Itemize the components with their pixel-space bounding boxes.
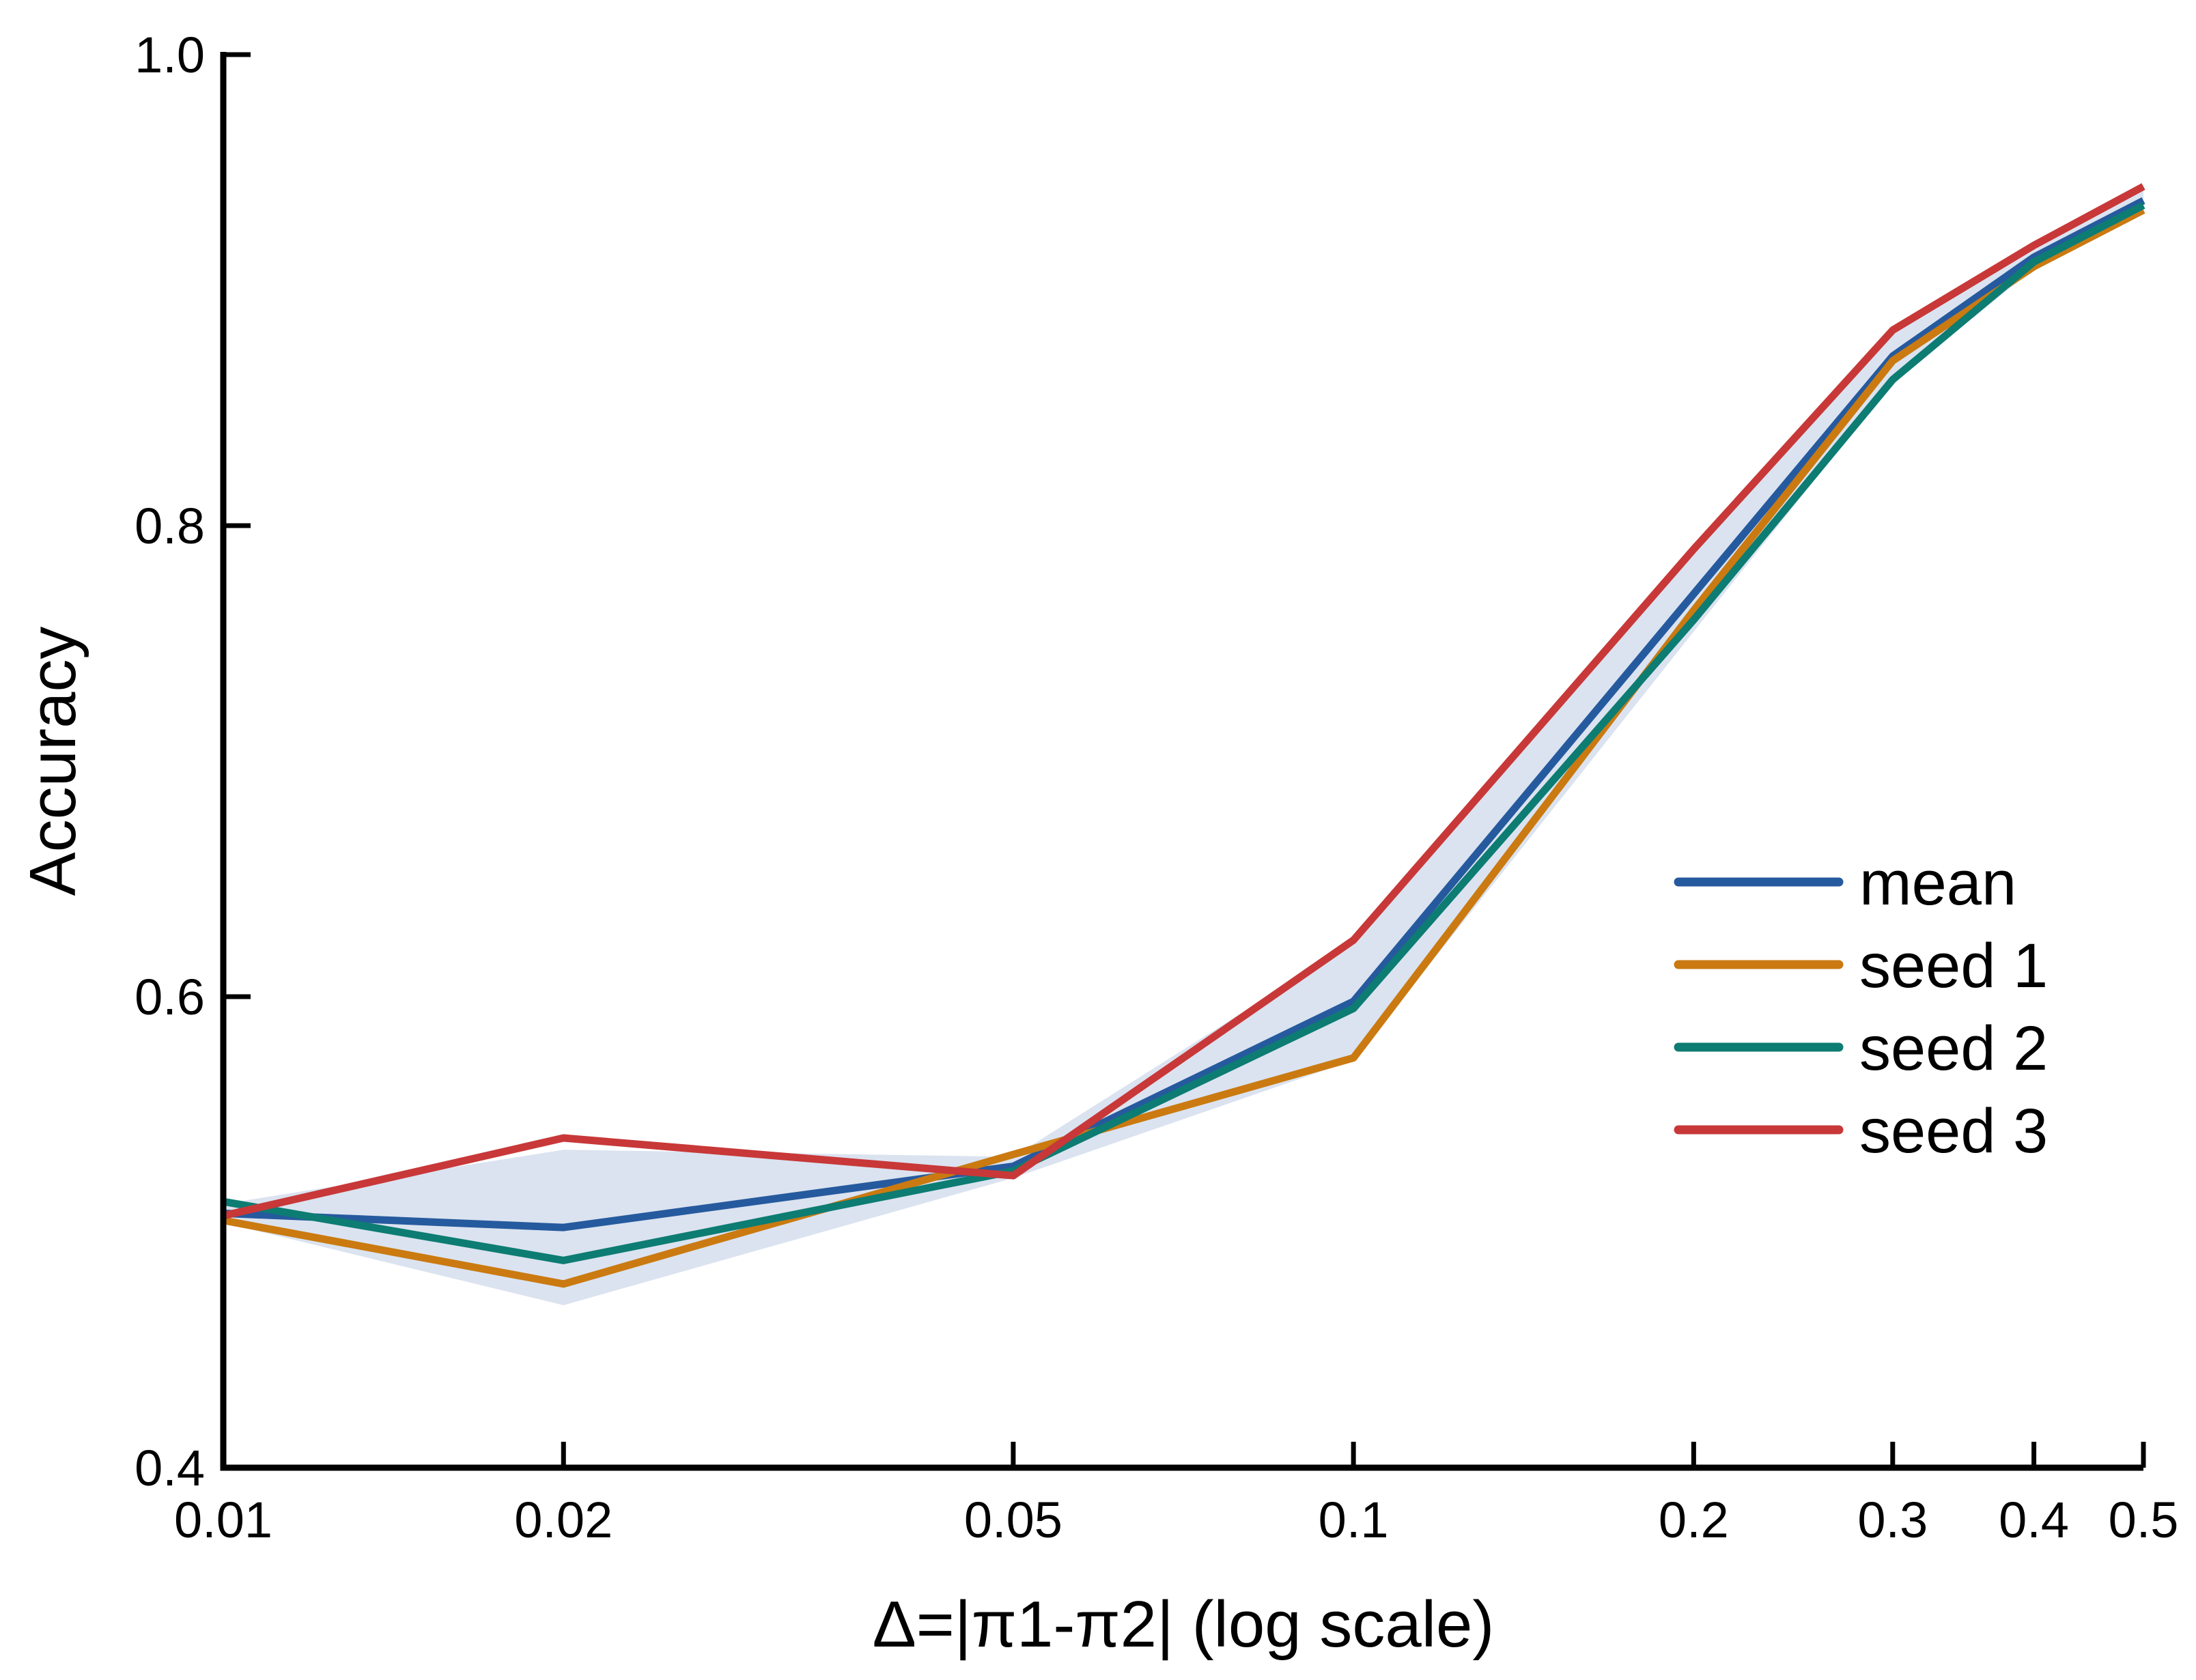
x-tick-label: 0.01 xyxy=(174,1492,272,1548)
y-tick-label: 0.8 xyxy=(135,498,205,554)
legend-item-mean: mean xyxy=(1674,849,2016,918)
std-band-layer xyxy=(223,188,2143,1305)
std-band xyxy=(223,188,2143,1305)
x-axis-title: Δ=|π1-π2| (log scale) xyxy=(873,1588,1495,1661)
x-tick-label: 0.1 xyxy=(1319,1492,1389,1548)
legend-item-seed-3: seed 3 xyxy=(1674,1096,2048,1166)
x-tick-label: 0.02 xyxy=(514,1492,613,1548)
x-tick-label: 0.3 xyxy=(1857,1492,1928,1548)
x-tick-label: 0.2 xyxy=(1659,1492,1729,1548)
y-tick-label: 0.6 xyxy=(135,969,205,1025)
axis-layer xyxy=(220,52,2143,1471)
x-tick-label: 0.5 xyxy=(2109,1492,2179,1548)
legend-label-seed-2: seed 2 xyxy=(1859,1014,2048,1083)
line-layer xyxy=(222,183,2145,1288)
legend-item-seed-1: seed 1 xyxy=(1674,931,2048,1001)
legend-label-seed-1: seed 1 xyxy=(1859,931,2048,1001)
line-seed-2 xyxy=(223,201,2145,1264)
y-tick-label: 1.0 xyxy=(135,27,205,83)
legend-label-mean: mean xyxy=(1859,849,2016,918)
line-seed-3 xyxy=(222,183,2145,1220)
legend-label-seed-3: seed 3 xyxy=(1859,1096,2048,1166)
tick-layer: 0.01 0.02 0.05 0.1 0.2 0.3 0.4 0.5 0.4 0.6 0.8 1.0 xyxy=(135,27,2178,1548)
line-mean xyxy=(223,197,2145,1231)
y-axis-title: Accuracy xyxy=(16,627,89,896)
y-tick-label: 0.4 xyxy=(135,1440,205,1496)
x-tick-label: 0.05 xyxy=(964,1492,1062,1548)
legend-item-seed-2: seed 2 xyxy=(1674,1014,2048,1083)
x-tick-label: 0.4 xyxy=(1999,1492,2069,1548)
legend: mean seed 1 seed 2 seed 3 xyxy=(1674,849,2048,1166)
